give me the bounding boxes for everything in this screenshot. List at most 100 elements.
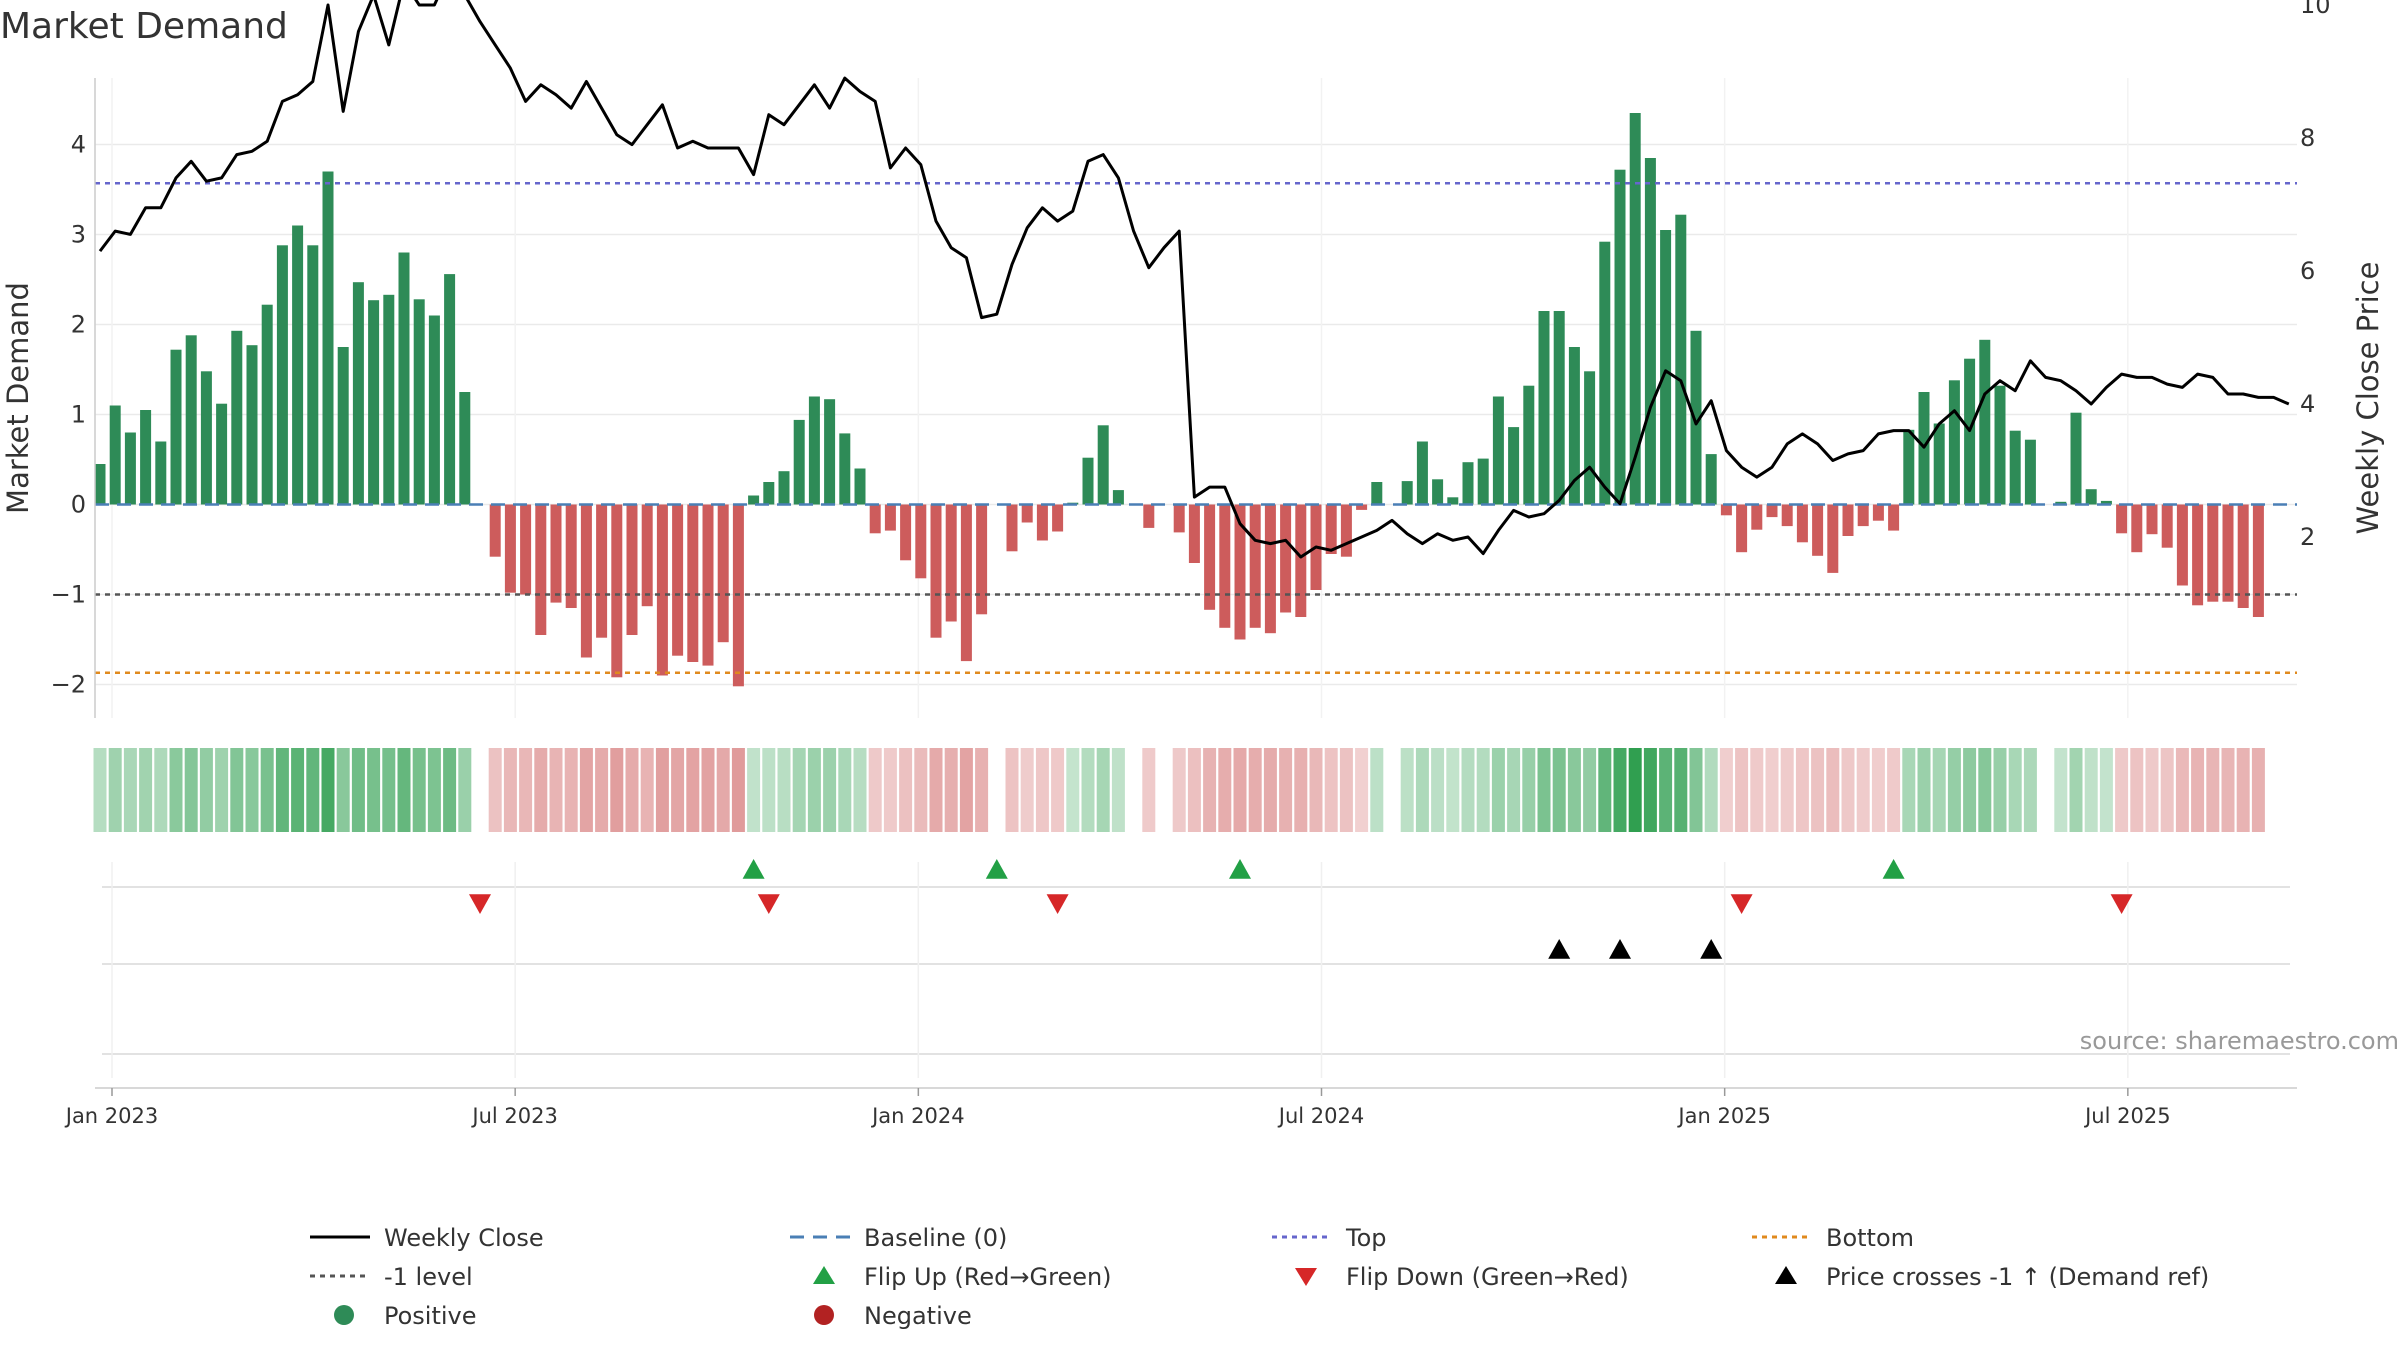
demand-strip-cell: [382, 748, 396, 832]
demand-strip-cell: [443, 748, 457, 832]
legend-item: Price crosses -1 ↑ (Demand ref): [1775, 1263, 2209, 1291]
demand-strip-cell: [2206, 748, 2220, 832]
demand-strip-cell: [1461, 748, 1475, 832]
demand-bar: [1827, 504, 1839, 573]
demand-strip-cell: [351, 748, 365, 832]
demand-strip-cell: [1887, 748, 1901, 832]
legend-item: Flip Up (Red→Green): [813, 1263, 1112, 1291]
demand-strip-cell: [397, 748, 411, 832]
demand-bar: [1462, 462, 1474, 505]
demand-strip-cell: [1051, 748, 1065, 832]
demand-strip-cell: [1993, 748, 2007, 832]
demand-strip-cell: [245, 748, 259, 832]
demand-strip-cell: [503, 748, 517, 832]
legend-swatch: [334, 1305, 354, 1325]
demand-strip-cell: [1537, 748, 1551, 832]
demand-strip-cell: [838, 748, 852, 832]
demand-bar: [1629, 113, 1641, 505]
demand-bar: [1340, 504, 1352, 557]
demand-bar: [1219, 504, 1231, 628]
demand-bar: [672, 504, 684, 656]
demand-bar: [915, 504, 927, 579]
demand-bar: [1842, 504, 1854, 536]
demand-strip-cell: [1628, 748, 1642, 832]
demand-strip-cell: [1780, 748, 1794, 832]
demand-bar: [1812, 504, 1824, 556]
demand-bar: [292, 225, 304, 505]
demand-strip-cell: [2084, 748, 2098, 832]
demand-bar: [1614, 169, 1626, 505]
x-tick-label: Jan 2023: [64, 1104, 159, 1128]
demand-bar: [1751, 504, 1763, 530]
demand-strip-cell: [975, 748, 989, 832]
demand-strip-cell: [2130, 748, 2144, 832]
demand-strip-cell: [1659, 748, 1673, 832]
demand-bar: [2192, 504, 2204, 606]
legend-label: Price crosses -1 ↑ (Demand ref): [1826, 1263, 2209, 1291]
demand-bar: [398, 252, 410, 505]
y-tick-label: 3: [71, 221, 86, 249]
demand-strip-cell: [1263, 748, 1277, 832]
demand-bar: [869, 504, 881, 534]
demand-bar: [2252, 504, 2264, 617]
demand-bar: [231, 330, 243, 505]
demand-bar: [1857, 504, 1869, 527]
demand-strip-cell: [2054, 748, 2068, 832]
demand-bar: [185, 335, 197, 505]
demand-strip-cell: [321, 748, 335, 832]
demand-bar: [352, 282, 364, 505]
demand-bar: [1705, 454, 1717, 505]
demand-strip-cell: [1963, 748, 1977, 832]
y-tick-label: 0: [71, 491, 86, 519]
y-axis-label: Market Demand: [1, 282, 35, 514]
demand-bar: [535, 504, 547, 635]
demand-strip-cell: [199, 748, 213, 832]
legend-label: Top: [1345, 1224, 1387, 1252]
demand-bar: [1477, 458, 1489, 505]
demand-bar: [322, 171, 334, 505]
demand-bar: [793, 419, 805, 505]
demand-bar: [1143, 504, 1155, 528]
demand-bar: [261, 304, 273, 505]
legend-item: Positive: [334, 1302, 477, 1330]
demand-bar: [1781, 504, 1793, 527]
y-tick-label: 1: [71, 401, 86, 429]
demand-bar: [2222, 504, 2234, 602]
demand-strip-cell: [1507, 748, 1521, 832]
demand-strip-cell: [579, 748, 593, 832]
demand-bar: [1280, 504, 1292, 613]
demand-strip-cell: [823, 748, 837, 832]
demand-strip-cell: [1613, 748, 1627, 832]
demand-bar: [1401, 481, 1413, 505]
demand-strip-cell: [1035, 748, 1049, 832]
demand-bar: [383, 294, 395, 505]
demand-bar: [960, 504, 972, 662]
demand-strip-cell: [412, 748, 426, 832]
demand-strip-cell: [215, 748, 229, 832]
demand-bar: [2161, 504, 2173, 548]
flip-down-marker: [469, 894, 491, 914]
demand-strip-cell: [1750, 748, 1764, 832]
demand-strip-cell: [519, 748, 533, 832]
x-tick-label: Jul 2024: [1277, 1104, 1364, 1128]
demand-strip-cell: [1294, 748, 1308, 832]
demand-bar: [611, 504, 623, 678]
demand-strip-cell: [367, 748, 381, 832]
demand-bar: [1903, 429, 1915, 505]
demand-bar: [2024, 439, 2036, 505]
demand-bar: [687, 504, 699, 662]
demand-bar: [337, 347, 349, 505]
demand-bar: [1006, 504, 1018, 552]
legend-label: Flip Up (Red→Green): [864, 1263, 1112, 1291]
demand-strip-cell: [1020, 748, 1034, 832]
demand-strip-cell: [306, 748, 320, 832]
demand-strip-cell: [853, 748, 867, 832]
legend-swatch: [1295, 1268, 1317, 1286]
demand-bar: [155, 441, 167, 505]
demand-strip-cell: [747, 748, 761, 832]
demand-strip-cell: [1871, 748, 1885, 832]
demand-strip-cell: [807, 748, 821, 832]
flip-down-marker: [2110, 894, 2133, 914]
y2-axis-label: Weekly Close Price: [2351, 262, 2385, 535]
demand-bar: [1644, 158, 1656, 505]
